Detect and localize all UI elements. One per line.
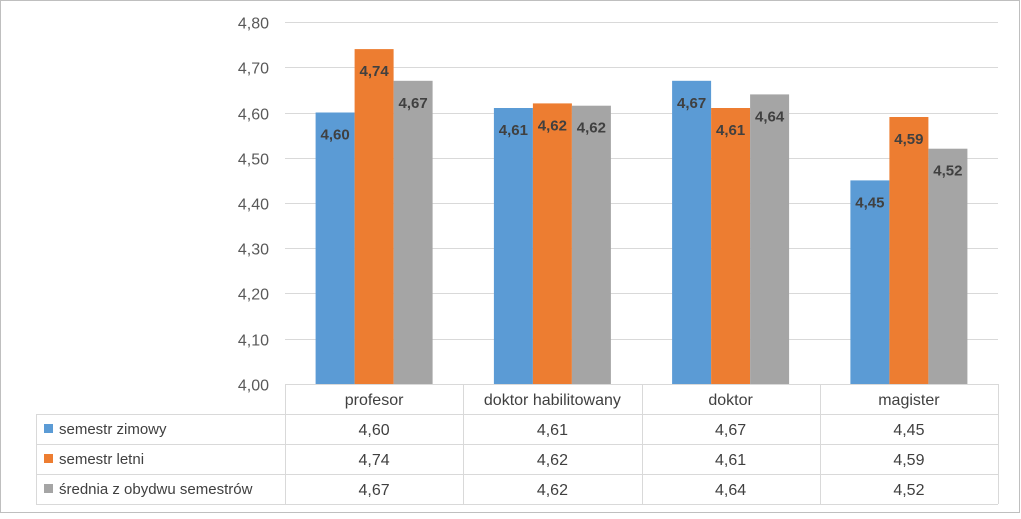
- legend-swatch: [44, 424, 53, 433]
- bar: [354, 49, 394, 384]
- data-label: 4,67: [677, 95, 706, 112]
- data-table: profesor doktor habilitowany doktor magiste…: [36, 384, 999, 505]
- table-cell-value: 4,45: [893, 422, 924, 439]
- bar: [672, 80, 712, 385]
- legend-swatch: [44, 484, 53, 493]
- bar: [889, 117, 929, 384]
- series-name: semestr zimowy: [59, 421, 167, 438]
- category-label: doktor: [708, 392, 753, 409]
- data-label: 4,62: [577, 120, 606, 137]
- table-cell-value: 4,67: [359, 482, 390, 499]
- bar: [315, 112, 355, 384]
- y-tick-label: 4,50: [238, 152, 269, 169]
- bar: [493, 108, 533, 384]
- table-cell-value: 4,61: [537, 422, 568, 439]
- y-tick-label: 4,10: [238, 333, 269, 350]
- legend-swatch: [44, 454, 53, 463]
- bar: [571, 105, 611, 384]
- series-name: semestr letni: [59, 451, 144, 468]
- table-cell-value: 4,60: [359, 422, 390, 439]
- bar: [711, 108, 751, 384]
- data-label: 4,67: [398, 95, 427, 112]
- bar: [750, 94, 790, 385]
- data-label: 4,64: [755, 108, 785, 125]
- category-label: magister: [878, 392, 940, 409]
- bar: [850, 180, 890, 384]
- data-label: 4,74: [359, 63, 389, 80]
- bar: [532, 103, 572, 385]
- category-label: doktor habilitowany: [484, 392, 621, 409]
- data-label: 4,61: [499, 122, 528, 139]
- data-label: 4,59: [894, 131, 923, 148]
- table-cell-value: 4,59: [893, 452, 924, 469]
- data-label: 4,52: [933, 163, 962, 180]
- table-cell-value: 4,61: [715, 452, 746, 469]
- data-label: 4,61: [716, 122, 745, 139]
- table-cell-value: 4,62: [537, 482, 568, 499]
- series-name: średnia z obydwu semestrów: [59, 481, 253, 498]
- table-cell-value: 4,52: [893, 482, 924, 499]
- data-label: 4,62: [538, 117, 567, 134]
- data-label: 4,60: [320, 127, 349, 144]
- bar: [393, 80, 433, 385]
- y-tick-label: 4,70: [238, 61, 269, 78]
- table-cell-value: 4,67: [715, 422, 746, 439]
- y-axis-tick-labels: 4,00 4,10 4,20 4,30 4,40 4,50 4,60 4,70 4,80: [238, 16, 269, 395]
- y-tick-label: 4,80: [238, 16, 269, 33]
- y-tick-label: 4,40: [238, 197, 269, 214]
- category-label: profesor: [345, 392, 404, 409]
- y-tick-label: 4,20: [238, 287, 269, 304]
- table-cell-value: 4,62: [537, 452, 568, 469]
- table-cell-value: 4,74: [359, 452, 390, 469]
- y-tick-label: 4,30: [238, 242, 269, 259]
- data-labels: 4,60 4,61 4,67 4,45 4,74 4,62 4,61 4,59 4,67 4,62…: [320, 63, 962, 211]
- data-label: 4,45: [855, 194, 884, 211]
- y-tick-label: 4,00: [238, 378, 269, 395]
- bars: [315, 49, 968, 385]
- y-tick-label: 4,60: [238, 107, 269, 124]
- table-cell-value: 4,64: [715, 482, 746, 499]
- bar: [928, 148, 968, 384]
